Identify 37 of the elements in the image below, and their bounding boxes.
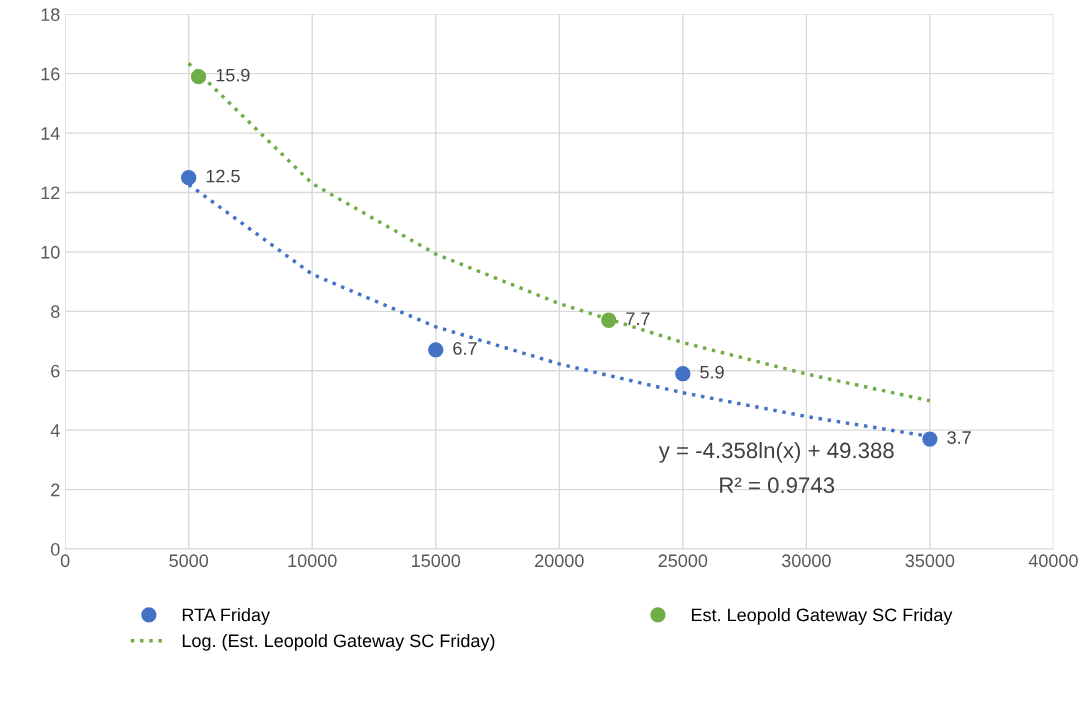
point (428, 342, 444, 358)
y-tick-label: 4 (50, 424, 60, 437)
point (922, 431, 938, 447)
data-label: 6.7 (453, 342, 477, 355)
data-label: 15.9 (216, 68, 250, 82)
y-tick-label: 0 (50, 542, 60, 556)
legend-label: Log. (Est. Leopold Gateway SC Friday) (182, 633, 495, 651)
point (601, 312, 617, 328)
x-tick-label: 35000 (905, 554, 955, 568)
y-tick-label: 18 (41, 8, 60, 21)
y-tick-label: 12 (41, 186, 60, 200)
y-tick-label: 2 (51, 483, 60, 497)
x-tick-label: 40000 (1028, 554, 1078, 568)
x-tick-label: 25000 (658, 554, 708, 568)
line-series (186, 61, 932, 403)
x-tick-label: 15000 (412, 554, 461, 568)
x-tick-label: 20000 (535, 554, 584, 568)
legend-label: RTA Friday (182, 608, 270, 625)
data-label: 12.5 (206, 169, 240, 183)
point (181, 170, 197, 186)
x-tick-label: 0 (60, 554, 70, 568)
x-tick-label: 5000 (169, 554, 209, 568)
point (675, 366, 691, 382)
annotation: y = -4.358ln(x) + 49.388 (658, 442, 894, 463)
y-tick-label: 6 (51, 364, 60, 378)
y-tick-label: 10 (41, 245, 60, 259)
point (190, 69, 207, 85)
y-tick-label: 16 (41, 67, 60, 81)
annotation: R² = 0.9743 (720, 477, 835, 494)
data-label: 5.9 (700, 365, 724, 379)
data-label: 3.7 (947, 431, 971, 444)
y-tick-label: 8 (51, 305, 60, 319)
x-tick-label: 30000 (781, 554, 831, 568)
x-tick-label: 10000 (288, 554, 337, 568)
legend-label: Est. Leopold Gateway SC Friday (691, 608, 953, 625)
y-tick-label: 14 (41, 127, 60, 140)
data-label: 7.7 (626, 312, 650, 325)
